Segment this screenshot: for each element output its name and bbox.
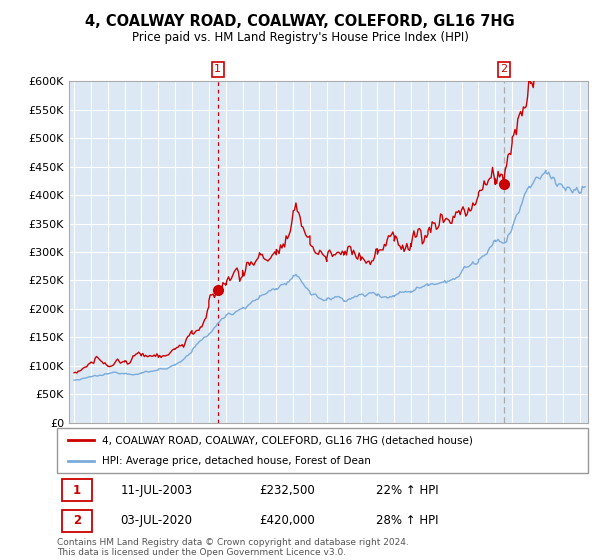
Text: 1: 1 bbox=[73, 484, 81, 497]
Text: 4, COALWAY ROAD, COALWAY, COLEFORD, GL16 7HG (detached house): 4, COALWAY ROAD, COALWAY, COLEFORD, GL16… bbox=[102, 436, 473, 446]
Text: 4, COALWAY ROAD, COALWAY, COLEFORD, GL16 7HG: 4, COALWAY ROAD, COALWAY, COLEFORD, GL16… bbox=[85, 14, 515, 29]
FancyBboxPatch shape bbox=[62, 510, 92, 532]
Text: £232,500: £232,500 bbox=[259, 484, 314, 497]
Text: HPI: Average price, detached house, Forest of Dean: HPI: Average price, detached house, Fore… bbox=[102, 456, 371, 466]
Text: 1: 1 bbox=[214, 64, 221, 74]
Text: 22% ↑ HPI: 22% ↑ HPI bbox=[376, 484, 438, 497]
Text: 2: 2 bbox=[73, 514, 81, 527]
FancyBboxPatch shape bbox=[57, 428, 588, 473]
Text: 03-JUL-2020: 03-JUL-2020 bbox=[121, 514, 193, 527]
Text: £420,000: £420,000 bbox=[259, 514, 314, 527]
Text: 28% ↑ HPI: 28% ↑ HPI bbox=[376, 514, 438, 527]
Text: Contains HM Land Registry data © Crown copyright and database right 2024.
This d: Contains HM Land Registry data © Crown c… bbox=[57, 538, 409, 557]
Text: 11-JUL-2003: 11-JUL-2003 bbox=[121, 484, 193, 497]
Text: Price paid vs. HM Land Registry's House Price Index (HPI): Price paid vs. HM Land Registry's House … bbox=[131, 31, 469, 44]
FancyBboxPatch shape bbox=[62, 479, 92, 501]
Text: 2: 2 bbox=[500, 64, 508, 74]
